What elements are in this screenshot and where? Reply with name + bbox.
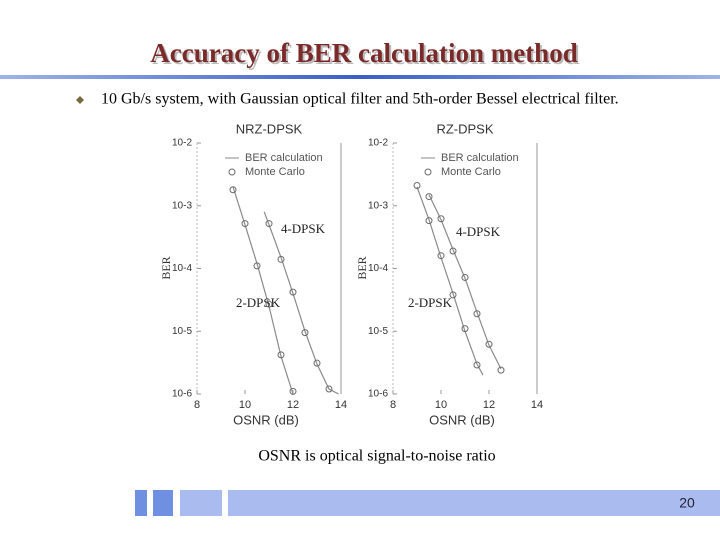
- y-tick-label: 10-6: [368, 389, 388, 400]
- monte-carlo-point: [437, 215, 445, 223]
- slide-title: Accuracy of BER calculation method: [150, 38, 577, 68]
- legend-label: Monte Carlo: [245, 166, 305, 178]
- monte-carlo-point: [437, 252, 445, 260]
- x-axis-label: OSNR (dB): [233, 412, 299, 427]
- title-shadow: Accuracy of BER calculation method: [152, 40, 579, 70]
- monte-carlo-point: [413, 182, 421, 190]
- monte-carlo-point: [313, 359, 321, 367]
- deco-square: [135, 490, 147, 516]
- monte-carlo-point: [277, 255, 285, 263]
- legend-label: BER calculation: [441, 152, 519, 164]
- y-tick-label: 10-5: [172, 326, 192, 337]
- deco-square: [180, 490, 222, 516]
- footer-bar: [228, 490, 720, 516]
- title-rule: [0, 75, 720, 79]
- legend-marker: [424, 168, 432, 176]
- monte-carlo-point: [265, 220, 273, 228]
- monte-carlo-point: [473, 361, 481, 369]
- deco-square: [153, 490, 173, 516]
- caption: OSNR is optical signal-to-noise ratio: [258, 448, 495, 465]
- monte-carlo-point: [449, 247, 457, 255]
- monte-carlo-point: [229, 186, 237, 194]
- x-tick-label: 14: [335, 399, 347, 411]
- monte-carlo-point: [497, 366, 505, 374]
- y-tick-label: 10-4: [172, 263, 192, 274]
- y-tick-label: 10-3: [172, 200, 192, 211]
- monte-carlo-point: [289, 288, 297, 296]
- monte-carlo-point: [461, 273, 469, 281]
- x-tick-label: 14: [531, 399, 543, 411]
- bullet-icon: [76, 96, 84, 104]
- x-tick-label: 10: [435, 399, 447, 411]
- ber-curve: [416, 186, 484, 376]
- legend-label: Monte Carlo: [441, 166, 501, 178]
- monte-carlo-point: [277, 351, 285, 359]
- ber-curve: [232, 186, 294, 395]
- ber-curve: [428, 194, 502, 370]
- monte-carlo-point: [473, 310, 481, 318]
- monte-carlo-point: [425, 193, 433, 201]
- y-tick-label: 10-6: [172, 389, 192, 400]
- x-tick-label: 12: [483, 399, 495, 411]
- curve-label: 4-DPSK: [456, 224, 501, 239]
- curve-label: 4-DPSK: [281, 221, 326, 236]
- x-tick-label: 8: [390, 399, 396, 411]
- monte-carlo-point: [301, 329, 309, 337]
- monte-carlo-point: [485, 340, 493, 348]
- x-tick-label: 10: [239, 399, 251, 411]
- legend-marker: [228, 168, 236, 176]
- monte-carlo-point: [425, 217, 433, 225]
- monte-carlo-point: [253, 262, 261, 270]
- bullet-text: 10 Gb/s system, with Gaussian optical fi…: [101, 91, 619, 108]
- legend-label: BER calculation: [245, 152, 323, 164]
- y-tick-label: 10-4: [368, 263, 388, 274]
- curve-label: 2-DPSK: [236, 295, 281, 310]
- y-axis-label: BER: [159, 256, 173, 279]
- monte-carlo-point: [461, 325, 469, 333]
- y-axis-label: BER: [355, 256, 369, 279]
- chart-title: NRZ-DPSK: [236, 121, 303, 136]
- ber-curve: [263, 211, 339, 395]
- y-tick-label: 10-3: [368, 200, 388, 211]
- curve-label: 2-DPSK: [408, 295, 453, 310]
- y-tick-label: 10-5: [368, 326, 388, 337]
- page-number: 20: [679, 495, 695, 511]
- x-tick-label: 12: [287, 399, 299, 411]
- monte-carlo-point: [449, 291, 457, 299]
- monte-carlo-point: [325, 385, 333, 393]
- monte-carlo-point: [265, 300, 273, 308]
- x-tick-label: 8: [194, 399, 200, 411]
- chart-title: RZ-DPSK: [436, 121, 493, 136]
- y-tick-label: 10-2: [172, 138, 192, 149]
- monte-carlo-point: [289, 387, 297, 395]
- y-tick-label: 10-2: [368, 138, 388, 149]
- x-axis-label: OSNR (dB): [429, 412, 495, 427]
- monte-carlo-point: [241, 220, 249, 228]
